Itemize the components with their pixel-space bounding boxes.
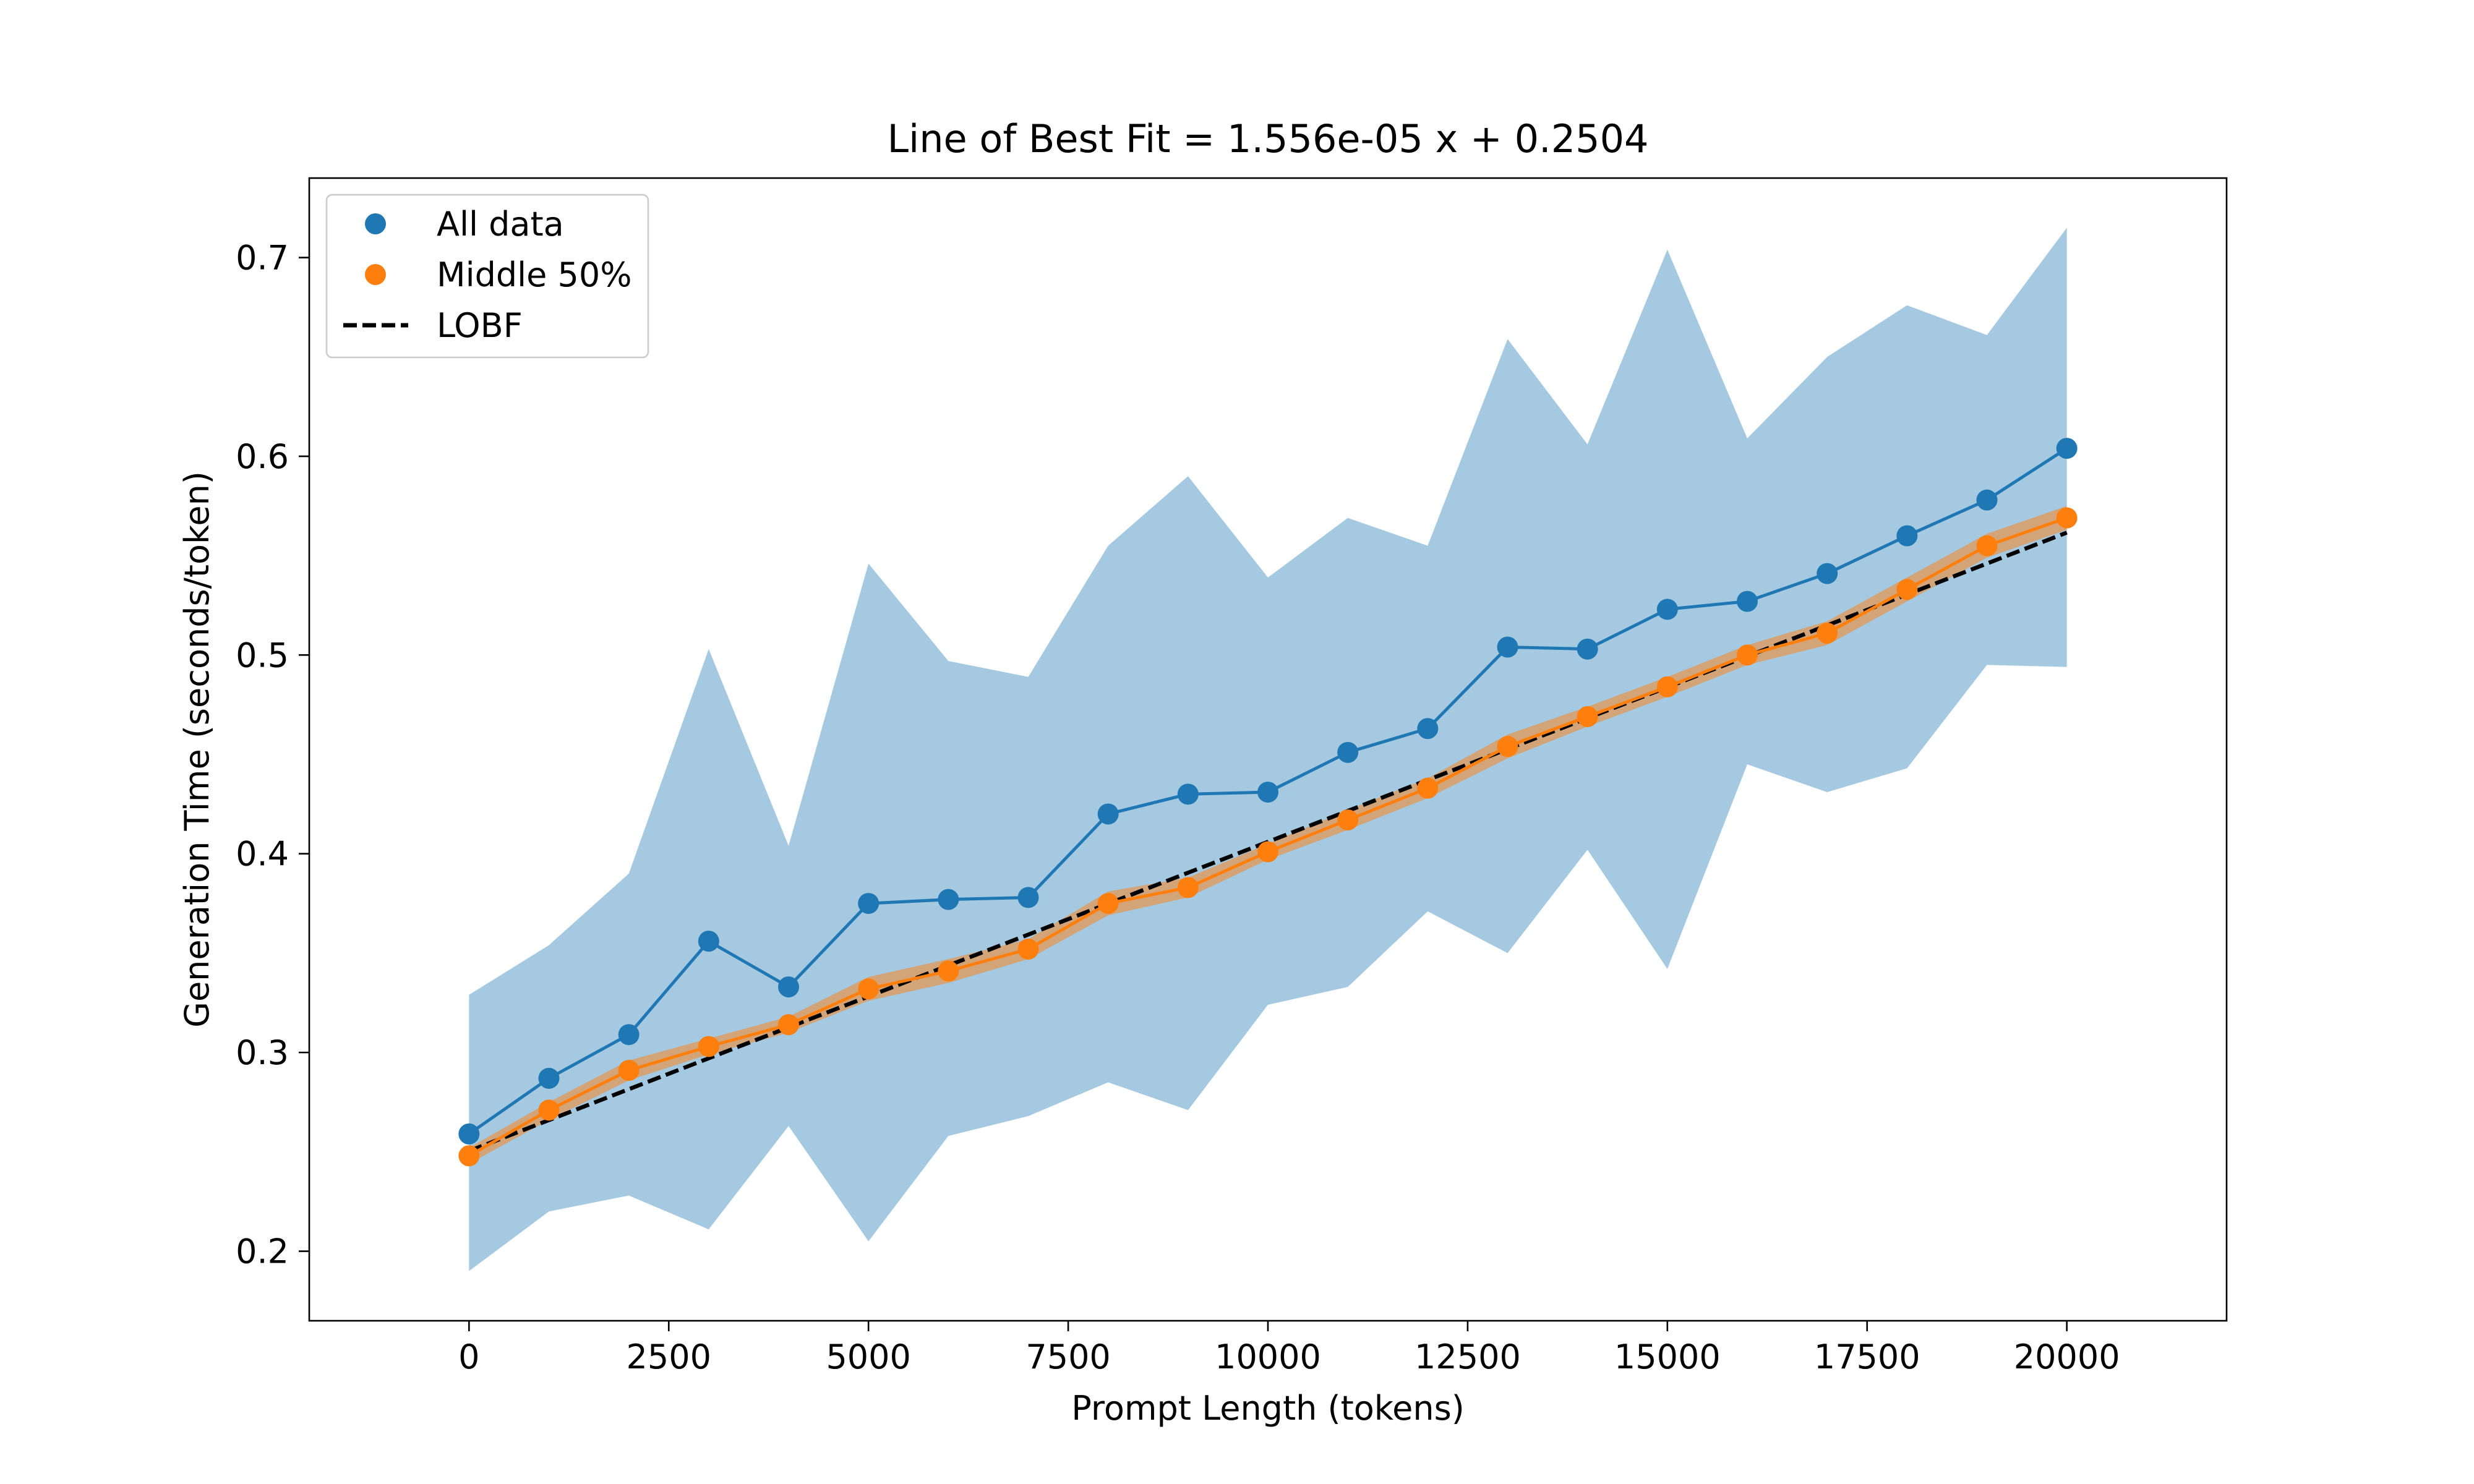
middle-50-point [1097,893,1119,915]
all-data-point [1817,563,1838,584]
middle-50-point [778,1014,799,1036]
all-data-point [1737,591,1758,612]
legend-marker-all-data [365,213,386,234]
middle-50-point [1976,535,1998,556]
middle-50-point [618,1060,640,1081]
middle-50-point [1017,938,1039,960]
series-points [458,438,2078,1167]
legend-label-lobf: LOBF [437,306,523,345]
all-data-point [1337,741,1359,763]
legend-marker-middle-50 [365,264,386,285]
y-axis-label: Generation Time (seconds/token) [178,471,216,1028]
middle-50-point [1497,736,1518,757]
all-data-point [1497,636,1518,658]
all-data-point [1656,599,1678,620]
middle-50-point [938,960,959,982]
middle-50-point [538,1099,560,1121]
all-data-point [1417,718,1439,740]
middle-50-point [1817,622,1838,644]
x-tick-label: 5000 [826,1337,910,1376]
y-axis-ticks: 0.2 0.3 0.4 0.5 0.6 0.7 [236,239,309,1271]
middle-50-point [698,1036,719,1057]
y-tick-label: 0.4 [236,835,289,874]
all-data-point [458,1123,480,1145]
legend-box [325,194,649,359]
all-data-point [858,893,880,915]
x-tick-label: 2500 [627,1337,711,1376]
middle-50-point [1577,706,1598,727]
all-data-band [469,228,2067,1271]
all-data-point [698,931,719,952]
y-tick-label: 0.7 [236,239,289,278]
all-data-point [1976,489,1998,511]
all-data-point [1097,803,1119,825]
y-tick-label: 0.6 [236,437,289,476]
x-tick-label: 12500 [1415,1337,1521,1376]
middle-50-point [2056,507,2078,529]
middle-50-point [1656,676,1678,697]
y-tick-label: 0.2 [236,1232,289,1271]
all-data-point [538,1067,560,1089]
middle-50-point [1337,809,1359,831]
middle-50-point [1417,777,1439,799]
all-data-point [1017,887,1039,908]
x-tick-label: 20000 [2014,1337,2120,1376]
chart-title: Line of Best Fit = 1.556e-05 x + 0.2504 [887,116,1648,161]
middle-50-point [1896,579,1918,600]
x-tick-label: 15000 [1614,1337,1721,1376]
middle-50-point [1737,644,1758,666]
legend: All data Middle 50% LOBF [325,194,649,359]
all-data-point [1257,782,1278,803]
middle-50-point [858,978,880,1000]
all-data-point [1896,525,1918,547]
x-axis-label: Prompt Length (tokens) [1071,1389,1465,1428]
x-tick-label: 17500 [1814,1337,1920,1376]
all-data-point [618,1024,640,1046]
legend-label-middle-50: Middle 50% [437,255,632,294]
all-data-point [1577,638,1598,660]
legend-label-all-data: All data [437,205,564,244]
middle-50-point [1177,877,1199,898]
y-tick-label: 0.3 [236,1033,289,1072]
y-tick-label: 0.5 [236,636,289,675]
all-data-point [2056,438,2078,459]
x-tick-label: 0 [458,1337,479,1376]
x-axis-ticks: 0 2500 5000 7500 10000 12500 15000 17500 20000 [458,1321,2120,1376]
middle-50-point [1257,841,1278,863]
x-tick-label: 7500 [1025,1337,1110,1376]
middle-50-point [458,1145,480,1167]
all-data-point [778,976,799,998]
all-data-point [1177,783,1199,805]
all-data-point [938,889,959,910]
x-tick-label: 10000 [1215,1337,1321,1376]
